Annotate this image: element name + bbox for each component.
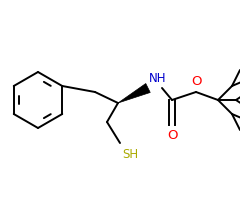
Polygon shape [118, 84, 150, 103]
Text: SH: SH [122, 148, 138, 161]
Text: O: O [168, 129, 178, 142]
Text: NH: NH [149, 72, 167, 85]
Text: O: O [192, 75, 202, 88]
